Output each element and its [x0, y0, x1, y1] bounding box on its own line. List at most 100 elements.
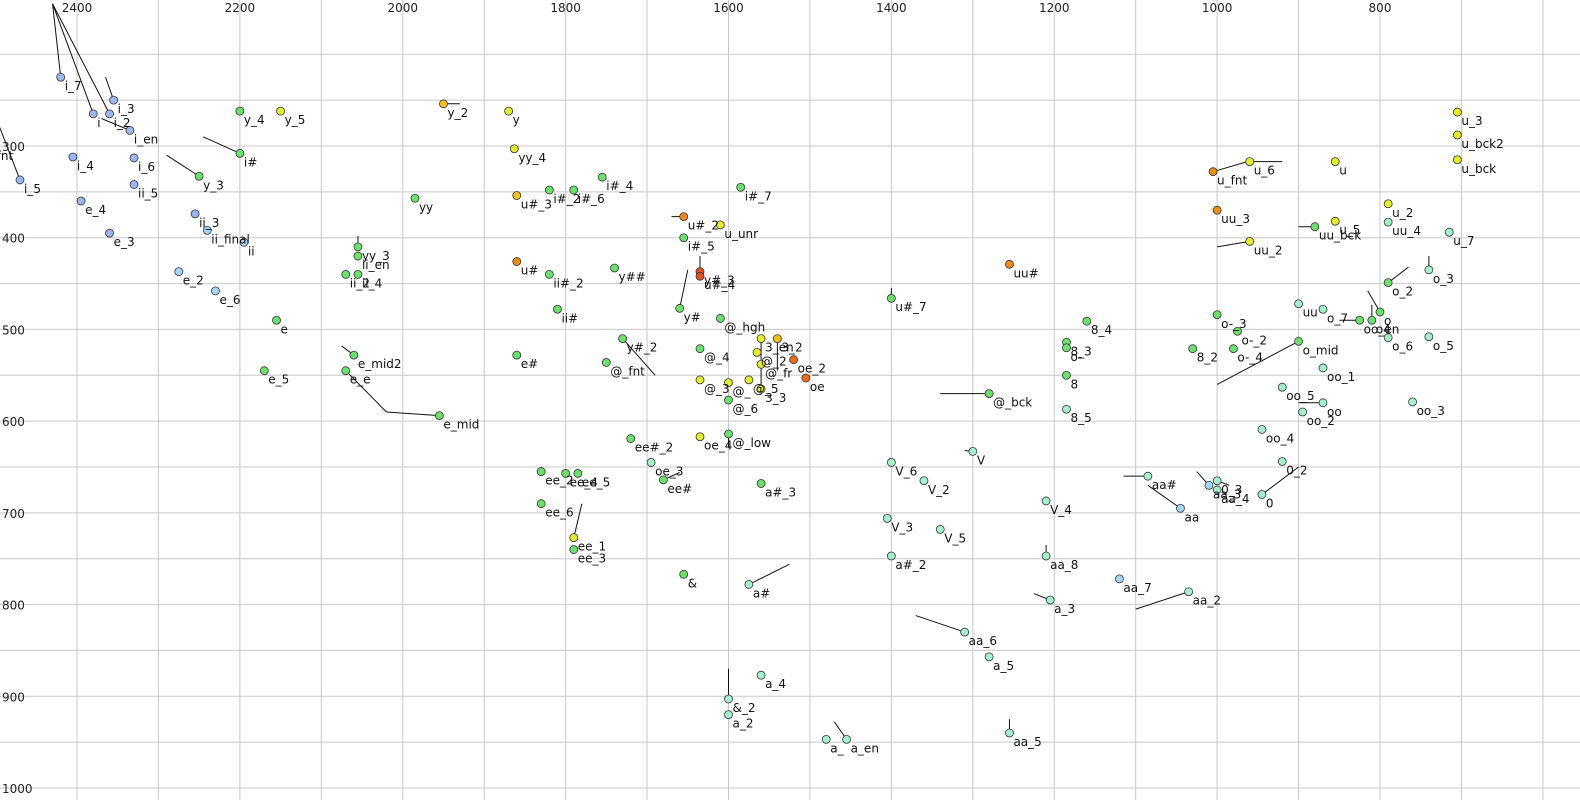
- trajectory-line: [0, 126, 21, 181]
- data-point: [129, 180, 139, 189]
- data-point: [1233, 326, 1242, 336]
- data-point-label: u#_4: [704, 278, 735, 292]
- data-point: [1277, 382, 1287, 392]
- trajectory-line: [622, 338, 656, 376]
- data-point-label: uu_4: [1392, 224, 1421, 238]
- x-tick-label: 1000: [1202, 1, 1233, 15]
- data-point: [276, 106, 285, 116]
- data-point: [1330, 216, 1340, 226]
- data-point: [1062, 370, 1071, 380]
- data-point: [1045, 595, 1055, 605]
- data-point: [886, 458, 896, 467]
- data-point-label: 8_4: [1091, 323, 1112, 337]
- data-point-label: 0: [1266, 497, 1274, 511]
- data-point-label: u_bck: [1461, 162, 1496, 176]
- data-point-label: o-_4: [1237, 351, 1263, 365]
- data-point: [129, 153, 139, 163]
- data-point: [504, 106, 514, 116]
- data-point: [1330, 157, 1340, 166]
- data-point: [1245, 157, 1255, 166]
- data-point: [1041, 496, 1051, 506]
- data-point-label: oo_1: [1327, 370, 1355, 384]
- data-point-label: oo_en: [1364, 322, 1400, 336]
- data-point-label: V_6: [895, 464, 917, 478]
- data-point-label: oo_5: [1286, 389, 1314, 403]
- data-point-label: e#: [521, 357, 538, 371]
- data-point-label: o-: [1070, 350, 1082, 364]
- data-point: [1212, 205, 1222, 215]
- data-point: [439, 99, 448, 109]
- data-point-label: u_unr: [724, 227, 758, 241]
- data-point-label: oo_2: [1307, 414, 1335, 428]
- data-point-label: e_2: [183, 274, 204, 288]
- data-point: [235, 148, 245, 158]
- data-point: [695, 271, 705, 281]
- data-point: [544, 185, 554, 195]
- data-point-label: i_3: [118, 102, 135, 116]
- data-point: [1318, 398, 1328, 408]
- data-point: [1294, 299, 1303, 309]
- data-point-label: a#_3: [765, 486, 796, 500]
- data-point: [752, 347, 762, 357]
- data-point-label: aa#: [1152, 478, 1177, 492]
- data-point: [15, 175, 25, 185]
- data-point-label: i#_7: [745, 189, 772, 203]
- data-point: [736, 182, 746, 192]
- data-points: [15, 72, 1462, 744]
- data-point: [1355, 315, 1365, 325]
- data-point-label: @_bck: [993, 396, 1032, 410]
- data-point: [984, 389, 994, 399]
- trajectory-line: [101, 118, 131, 131]
- data-point-label: ee#_2: [635, 441, 673, 455]
- data-point: [1452, 130, 1462, 140]
- data-point: [984, 652, 994, 662]
- data-point: [1298, 407, 1308, 417]
- data-point: [1245, 236, 1255, 246]
- data-point: [1383, 278, 1393, 288]
- data-point-label: u_7: [1453, 234, 1474, 248]
- data-point-label: u_bck2: [1461, 137, 1503, 151]
- y-tick-label: 600: [2, 415, 25, 429]
- data-point-label: y: [513, 113, 520, 127]
- data-point-label: o_mid: [1303, 343, 1339, 357]
- data-point-label: oo_4: [1266, 431, 1294, 445]
- data-point: [561, 469, 571, 478]
- data-point-label: @_6: [733, 402, 759, 416]
- data-point-label: 3_2: [781, 341, 802, 355]
- data-point: [235, 106, 245, 116]
- data-point-label: u#_2: [688, 219, 719, 233]
- data-point-label: u#: [521, 264, 539, 278]
- data-point-label: ii_final: [211, 232, 250, 246]
- data-point: [109, 95, 119, 105]
- data-point-label: @_5: [753, 382, 779, 396]
- y-tick-label: 500: [2, 323, 25, 337]
- y-tick-label: 900: [2, 690, 25, 704]
- trajectory-line: [748, 563, 790, 585]
- data-point-label: 8_3: [1070, 344, 1091, 358]
- data-point-label: i#_2: [553, 192, 580, 206]
- data-point-label: u_2: [1392, 206, 1413, 220]
- data-point-label: aa_8: [1050, 558, 1078, 572]
- data-point: [569, 545, 579, 554]
- data-point: [353, 269, 363, 279]
- data-point: [724, 694, 733, 704]
- trajectory-line: [1135, 591, 1189, 610]
- x-tick-label: 1200: [1039, 1, 1070, 15]
- data-point: [202, 225, 212, 235]
- x-tick-label: 2200: [225, 1, 256, 15]
- data-point: [679, 233, 689, 243]
- data-point-label: 8_5: [1070, 411, 1091, 425]
- data-point-label: oe_2: [798, 362, 826, 376]
- axis-ticks: 2400 2200 2000 1800 1600 1400 1200 1000 800 300 40…: [2, 1, 1391, 796]
- data-point: [1212, 485, 1222, 495]
- data-point: [1204, 480, 1214, 490]
- data-point-label: @_low: [733, 436, 772, 450]
- data-point: [842, 734, 851, 744]
- data-point: [1257, 490, 1267, 499]
- trajectory-line: [166, 154, 200, 177]
- data-point-label: o-_3: [1221, 317, 1247, 331]
- data-point: [601, 358, 611, 367]
- data-point-label: u: [1339, 164, 1347, 178]
- data-point-label: e_6: [219, 293, 240, 307]
